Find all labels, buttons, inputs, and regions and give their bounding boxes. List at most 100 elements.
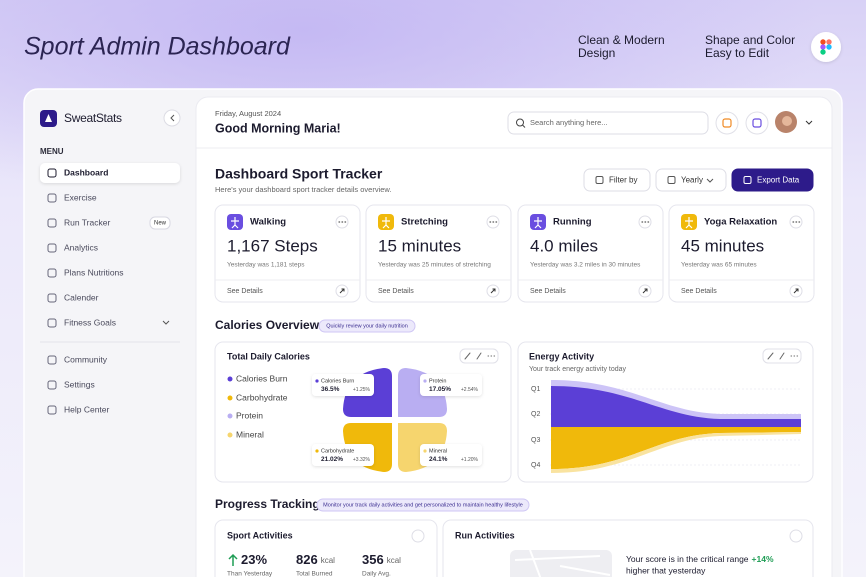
filter-button[interactable]: Filter by [583, 168, 651, 192]
menu-item[interactable]: Analytics [47, 242, 98, 253]
period-chevron [706, 178, 714, 183]
card-menu-button[interactable] [789, 529, 803, 543]
icon-button-bg [715, 111, 739, 135]
card-icon-glyph [685, 217, 693, 229]
menu-icon [47, 243, 57, 253]
stat-number: 826 [296, 552, 318, 567]
stat-number: 356 [362, 552, 384, 567]
figma-dot [826, 39, 832, 45]
card-title: Energy Activity [529, 351, 594, 361]
search-placeholder: Search anything here... [530, 118, 608, 127]
menu-item[interactable]: Run Tracker New [47, 216, 171, 230]
card-tools-glyphs [767, 352, 799, 360]
nutrition-label-share: 24.1% [429, 456, 448, 463]
card-link[interactable]: See Details [681, 284, 803, 298]
nutrition-label-share: 36.5% [321, 386, 340, 393]
section-badge [318, 319, 416, 333]
stat-value: 23% [241, 552, 267, 567]
figma-dot [826, 44, 832, 50]
card-name: Walking [250, 217, 286, 228]
menu-item[interactable]: Exercise [47, 192, 97, 203]
energy-stream-yellow [551, 427, 801, 469]
energy-stream-purple [551, 386, 801, 427]
figma-dot [820, 44, 826, 50]
collapse-button[interactable] [163, 109, 181, 127]
nutrition-label: Protein 17.05% +2.54% [420, 374, 482, 396]
nutrition-label-change: +3.32% [353, 457, 371, 463]
card-tools-glyphs [464, 352, 496, 360]
card-link-label: See Details [681, 288, 717, 295]
card-link[interactable]: See Details [378, 284, 500, 298]
menu-chevron [162, 320, 170, 325]
nutrition-label-name: Calories Burn [321, 378, 354, 384]
search-icon-handle [522, 124, 526, 128]
legend-label: Calories Burn [236, 373, 288, 383]
figma-dot [820, 39, 826, 45]
menu-icon [47, 193, 57, 203]
figma-dot [820, 49, 826, 55]
stat-caption: Than Yesterday [227, 571, 273, 577]
quarter-label: Q4 [531, 462, 540, 469]
filter-button-icon [595, 176, 604, 184]
brand-name: SweatStats [64, 111, 122, 125]
menu-item-label: Dashboard [64, 167, 108, 177]
section-title: Progress Tracking [215, 497, 320, 511]
menu-item-label: Help Center [64, 404, 110, 414]
brand-logo-mark [45, 114, 52, 122]
avatar[interactable] [775, 111, 813, 133]
card-icon-glyph [382, 217, 390, 229]
card-value: 1,167 Steps [227, 236, 318, 255]
card-link[interactable]: See Details [227, 284, 349, 298]
card-bg [214, 204, 361, 303]
card-bg [365, 204, 512, 303]
menu-item[interactable]: Dashboard [40, 163, 180, 183]
section-title: Dashboard Sport Tracker [215, 166, 383, 182]
card-link-label: See Details [227, 288, 263, 295]
menu-item[interactable]: Plans Nutritions [47, 267, 124, 278]
nutrition-label-bg [312, 444, 374, 466]
nutrition-label: Carbohydrate 21.02% +3.32% [312, 444, 374, 466]
menu-item[interactable]: Community [47, 354, 108, 365]
menu-icon [47, 355, 57, 365]
trend-up-arrow [228, 553, 238, 566]
menu-icon [47, 168, 57, 178]
menu-badge-text: New [154, 221, 167, 227]
nutrition-label-change: +1.20% [461, 457, 479, 463]
export-button[interactable]: Export Data [731, 168, 814, 192]
menu-item[interactable]: Help Center [47, 404, 110, 415]
quarter-label: Q3 [531, 437, 540, 444]
nutrition-label-dot [423, 379, 427, 383]
card-title: Sport Activities [227, 530, 293, 540]
date-label: Friday, August 2024 [215, 109, 281, 118]
icon-button-glyph [752, 118, 762, 128]
card-link-arrow [642, 288, 648, 294]
nutrition-label-bg [312, 374, 374, 396]
menu-icon [47, 380, 57, 390]
menu-item[interactable]: Fitness Goals [47, 317, 170, 328]
stat-value: 356 kcal [362, 552, 401, 567]
avatar-face [782, 116, 792, 126]
icon-button[interactable] [715, 111, 739, 135]
icon-button[interactable] [745, 111, 769, 135]
menu-item-label: Settings [64, 379, 95, 389]
menu-item[interactable]: Calender [47, 292, 99, 303]
legend-dot [227, 432, 233, 438]
card-menu-button[interactable] [411, 529, 425, 543]
sport-tracker: Dashboard Sport Tracker Here's your dashb… [214, 166, 815, 303]
topbar: Friday, August 2024 Good Morning Maria! Se… [196, 109, 832, 149]
filter-button-bg [583, 168, 651, 192]
section-title: Calories Overview [215, 318, 320, 332]
export-button-icon [743, 176, 752, 184]
search-box[interactable]: Search anything here... [507, 111, 709, 135]
stat-unit: kcal [387, 556, 401, 565]
menu-icon [47, 218, 57, 228]
nutrition-label-bg [420, 374, 482, 396]
menu-item[interactable]: Settings [47, 379, 95, 390]
card-link[interactable]: See Details [530, 284, 652, 298]
card-link-arrow [793, 288, 799, 294]
period-dropdown[interactable]: Yearly [655, 168, 727, 192]
menu-icon [47, 293, 57, 303]
card-name: Running [553, 217, 592, 228]
run-message-text: higher that yesterday [626, 565, 706, 575]
menu-icon [47, 268, 57, 278]
